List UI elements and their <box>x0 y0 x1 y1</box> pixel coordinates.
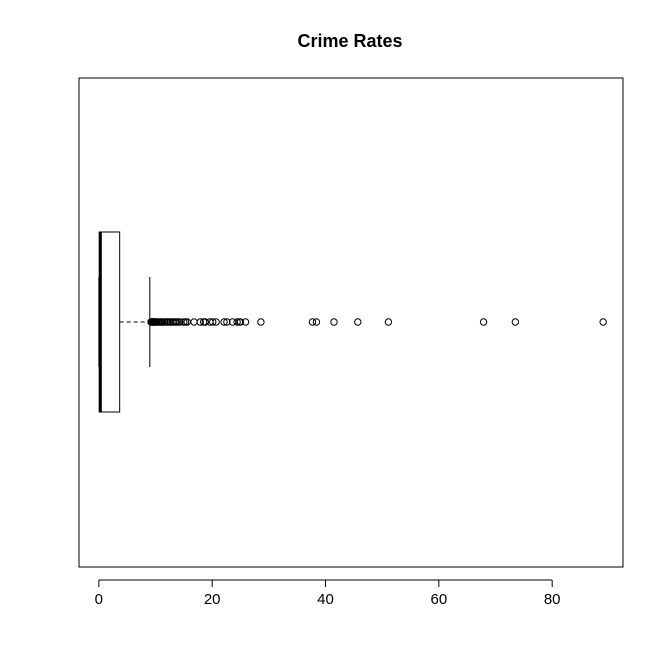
outlier-point-44 <box>257 318 265 326</box>
boxplot-body <box>98 231 151 413</box>
x-tick-label-1: 20 <box>204 591 221 608</box>
x-tick-label-3: 60 <box>430 591 447 608</box>
x-axis: 0 20 40 60 80 <box>95 579 561 608</box>
iqr-box <box>98 231 121 413</box>
outlier-point-33 <box>201 318 210 326</box>
outlier-point-51 <box>511 318 520 326</box>
outlier-point-35 <box>209 318 217 326</box>
outlier-point-52 <box>599 318 607 326</box>
outlier-point-26 <box>176 318 184 326</box>
outlier-point-46 <box>312 318 321 326</box>
outlier-point-47 <box>330 318 338 326</box>
outlier-point-49 <box>384 318 393 326</box>
outlier-point-45 <box>308 318 317 326</box>
outlier-point-38 <box>223 318 231 326</box>
x-tick-label-4: 80 <box>544 591 561 608</box>
outlier-point-30 <box>190 318 198 326</box>
outlier-point-50 <box>479 318 488 326</box>
outlier-point-40 <box>233 318 241 326</box>
x-tick-label-0: 0 <box>95 591 103 608</box>
x-tick-label-2: 40 <box>317 591 334 608</box>
outlier-point-43 <box>241 318 250 326</box>
outlier-point-36 <box>212 318 220 326</box>
outlier-points <box>147 318 607 326</box>
chart-title: Crime Rates <box>297 31 402 51</box>
outlier-point-37 <box>220 318 228 326</box>
plot-frame <box>78 77 624 568</box>
outlier-point-31 <box>196 318 204 326</box>
outlier-point-42 <box>236 318 245 326</box>
outlier-point-48 <box>354 318 362 326</box>
